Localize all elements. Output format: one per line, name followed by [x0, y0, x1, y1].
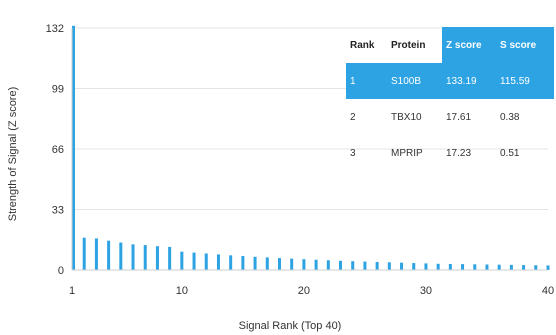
bar: [241, 256, 245, 270]
header-s-score: S score: [496, 27, 554, 63]
y-tick-label: 33: [52, 205, 64, 217]
bar: [265, 257, 269, 270]
bar: [82, 237, 86, 270]
x-tick-labels: 1 10 20 30 40: [69, 285, 554, 297]
bar: [400, 262, 404, 270]
bar: [72, 25, 75, 271]
bars: [72, 25, 550, 271]
bar: [387, 262, 391, 270]
bar: [412, 263, 416, 270]
cell-z-score: 133.19: [442, 63, 496, 99]
bar: [119, 242, 123, 270]
cell-protein: TBX10: [391, 111, 422, 123]
bar: [375, 261, 379, 270]
bar: [497, 264, 501, 270]
y-tick-labels: 0 33 66 99 132: [46, 23, 64, 277]
bar: [192, 252, 196, 270]
bar: [216, 254, 220, 270]
bar: [107, 240, 111, 270]
table-header-row: Rank Protein Z score S score: [346, 27, 554, 63]
bar: [180, 251, 184, 270]
y-tick-label: 132: [46, 23, 64, 35]
axes: [71, 28, 548, 271]
cell-protein: S100B: [387, 63, 442, 99]
bar: [131, 244, 135, 270]
bar: [436, 263, 440, 270]
bar: [253, 256, 257, 270]
y-tick-label: 99: [52, 84, 64, 96]
cell-rank: 3: [350, 147, 356, 159]
bar: [277, 258, 281, 270]
bar: [546, 265, 550, 270]
bar: [339, 260, 343, 270]
cell-rank: 2: [350, 111, 356, 123]
bar: [168, 246, 172, 270]
cell-s-score: 0.51: [500, 147, 520, 159]
y-tick-label: 0: [58, 265, 64, 277]
bar: [326, 260, 330, 270]
bar: [509, 264, 513, 270]
bar: [229, 255, 233, 270]
top-proteins-table: Rank Protein Z score S score 1 S100B 133…: [346, 27, 554, 171]
cell-z-score: 17.61: [446, 111, 472, 123]
y-tick-label: 66: [52, 144, 64, 156]
cell-rank: 1: [346, 63, 387, 99]
x-tick-label: 1: [69, 285, 75, 297]
bar: [351, 261, 355, 270]
header-protein: Protein: [391, 39, 426, 51]
bar: [94, 238, 98, 270]
header-rank: Rank: [350, 39, 375, 51]
bar: [448, 263, 452, 270]
x-tick-label: 10: [176, 285, 188, 297]
bar: [363, 261, 367, 270]
table-row: 1 S100B 133.19 115.59: [346, 63, 554, 99]
bar: [314, 259, 318, 270]
header-z-score: Z score: [442, 27, 496, 63]
bar: [461, 264, 465, 270]
bar: [424, 263, 428, 270]
cell-s-score: 0.38: [500, 111, 520, 123]
bar: [473, 264, 477, 270]
x-axis-label: Signal Rank (Top 40): [239, 320, 342, 332]
bar: [534, 265, 538, 270]
bar: [143, 245, 147, 270]
bar: [485, 264, 489, 270]
cell-z-score: 17.23: [446, 147, 472, 159]
bar: [204, 253, 208, 270]
y-axis-label: Strength of Signal (Z score): [7, 87, 19, 222]
table-row: 2 TBX10 17.61 0.38: [346, 99, 554, 135]
bar: [302, 259, 306, 270]
bar: [155, 246, 159, 270]
x-tick-label: 20: [298, 285, 310, 297]
x-tick-label: 40: [542, 285, 554, 297]
bar: [290, 258, 294, 270]
x-tick-label: 30: [420, 285, 432, 297]
bar: [522, 265, 526, 270]
table-row: 3 MPRIP 17.23 0.51: [346, 135, 554, 171]
cell-s-score: 115.59: [496, 63, 554, 99]
cell-protein: MPRIP: [391, 147, 423, 159]
